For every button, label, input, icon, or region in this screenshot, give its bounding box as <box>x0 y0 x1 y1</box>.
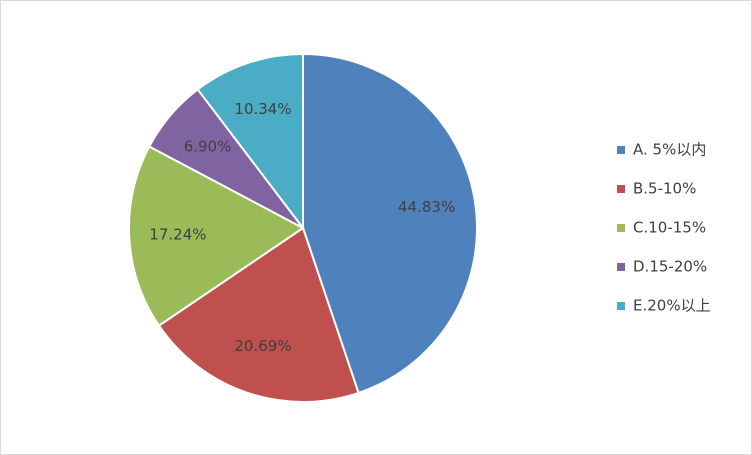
pie-slice <box>128 145 305 328</box>
legend-label: B.5-10% <box>633 180 696 198</box>
legend-label: D.15-20% <box>633 258 707 276</box>
legend-swatch <box>617 146 625 154</box>
pie-slice <box>157 226 360 403</box>
data-label: 44.83% <box>398 198 455 216</box>
legend-label: A. 5%以内 <box>633 141 706 159</box>
data-label: 20.69% <box>234 337 291 355</box>
pie-slice <box>196 52 304 231</box>
legend-label: C.10-15% <box>633 219 706 237</box>
data-label: 17.24% <box>149 225 206 243</box>
legend-label: E.20%以上 <box>633 297 711 315</box>
legend-swatch <box>617 263 625 271</box>
pie-slice <box>302 52 478 395</box>
data-label: 10.34% <box>234 100 291 118</box>
legend-swatch <box>617 224 625 232</box>
legend-swatch <box>617 302 625 310</box>
legend-swatch <box>617 185 625 193</box>
data-label: 6.90% <box>184 137 232 155</box>
